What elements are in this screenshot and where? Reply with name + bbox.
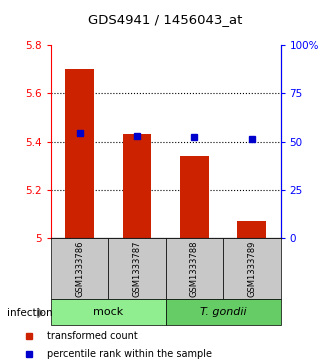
Text: transformed count: transformed count <box>47 331 138 341</box>
Bar <box>51 238 109 299</box>
Polygon shape <box>38 308 42 318</box>
Bar <box>238 221 266 238</box>
Text: infection: infection <box>7 308 52 318</box>
Text: percentile rank within the sample: percentile rank within the sample <box>47 348 212 359</box>
Bar <box>109 238 166 299</box>
Text: T. gondii: T. gondii <box>200 307 247 317</box>
Bar <box>51 299 166 325</box>
Text: GSM1333787: GSM1333787 <box>133 240 142 297</box>
Bar <box>123 134 151 238</box>
Bar <box>223 238 280 299</box>
Bar <box>166 299 280 325</box>
Text: GSM1333789: GSM1333789 <box>247 240 256 297</box>
Text: GDS4941 / 1456043_at: GDS4941 / 1456043_at <box>88 13 242 26</box>
Text: mock: mock <box>93 307 124 317</box>
Bar <box>65 69 94 238</box>
Bar <box>180 156 209 238</box>
Text: GSM1333786: GSM1333786 <box>75 240 84 297</box>
Bar <box>166 238 223 299</box>
Text: GSM1333788: GSM1333788 <box>190 240 199 297</box>
